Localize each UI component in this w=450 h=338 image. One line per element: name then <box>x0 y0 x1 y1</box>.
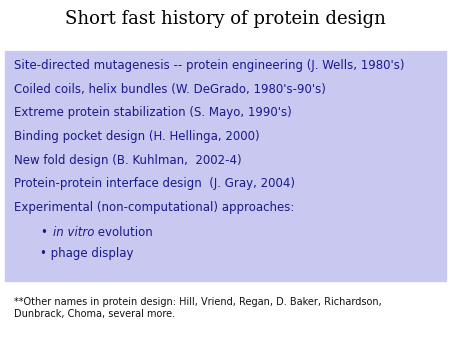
Text: Short fast history of protein design: Short fast history of protein design <box>64 10 386 28</box>
Text: New fold design (B. Kuhlman,  2002-4): New fold design (B. Kuhlman, 2002-4) <box>14 154 241 167</box>
Text: Site-directed mutagenesis -- protein engineering (J. Wells, 1980's): Site-directed mutagenesis -- protein eng… <box>14 59 404 72</box>
Text: Experimental (non-computational) approaches:: Experimental (non-computational) approac… <box>14 201 294 214</box>
Text: **Other names in protein design: Hill, Vriend, Regan, D. Baker, Richardson,
Dunb: **Other names in protein design: Hill, V… <box>14 297 381 319</box>
Text: Coiled coils, helix bundles (W. DeGrado, 1980's-90's): Coiled coils, helix bundles (W. DeGrado,… <box>14 83 325 96</box>
Text: evolution: evolution <box>94 226 153 239</box>
Text: in vitro: in vitro <box>53 226 94 239</box>
Text: Protein-protein interface design  (J. Gray, 2004): Protein-protein interface design (J. Gra… <box>14 177 294 190</box>
Text: Binding pocket design (H. Hellinga, 2000): Binding pocket design (H. Hellinga, 2000… <box>14 130 259 143</box>
Text: • phage display: • phage display <box>40 247 134 260</box>
Text: •: • <box>40 226 47 239</box>
Text: Extreme protein stabilization (S. Mayo, 1990's): Extreme protein stabilization (S. Mayo, … <box>14 106 291 119</box>
FancyBboxPatch shape <box>4 51 446 281</box>
